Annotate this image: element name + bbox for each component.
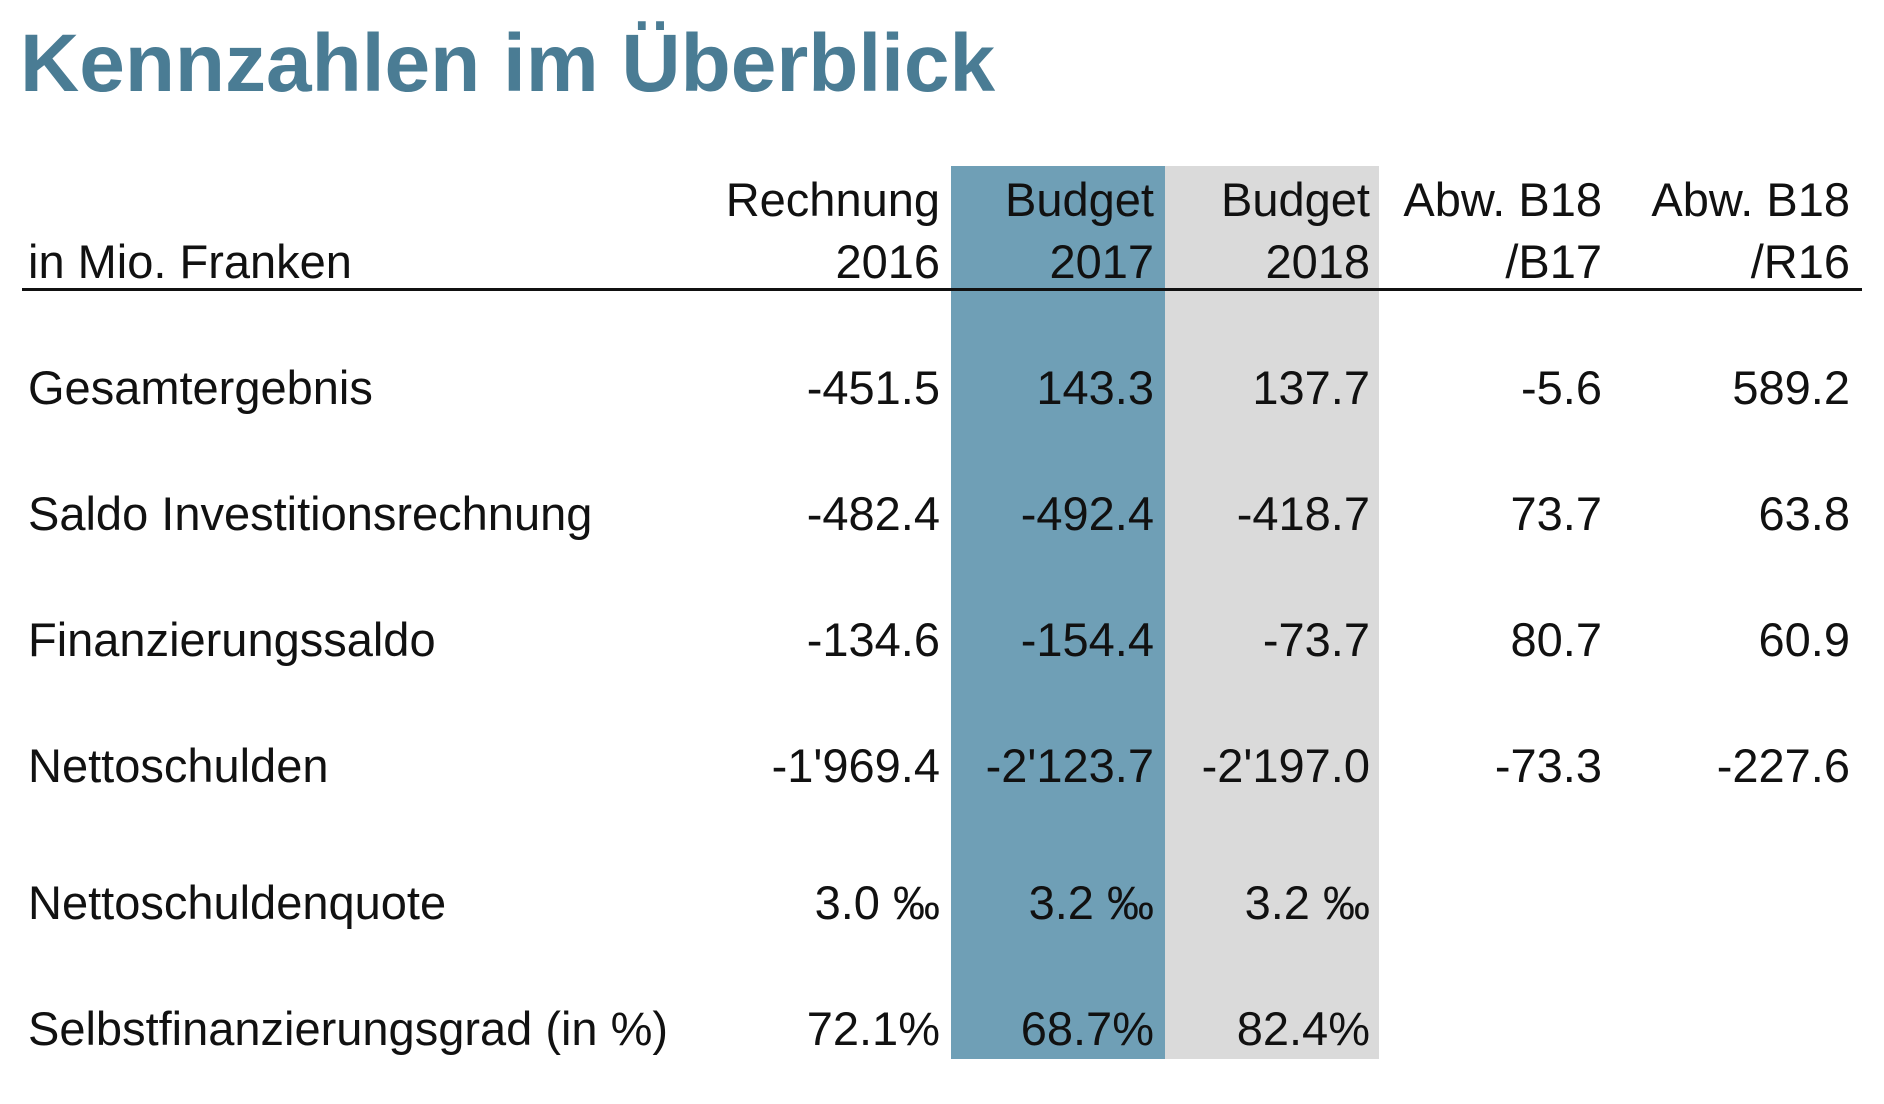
cell-budget-2018: -73.7: [1262, 613, 1370, 666]
budget-2018-column-highlight: [1165, 166, 1379, 1059]
table-row: Saldo Investitionsrechnung -482.4 -492.4…: [0, 484, 1884, 544]
col-header-rechnung-2016-line2: 2016: [835, 235, 940, 288]
cell-abw-b18-b17: -73.3: [1494, 739, 1602, 792]
header-divider: [22, 288, 1862, 291]
col-header-abw-b18-b17-line1: Abw. B18: [1403, 173, 1602, 226]
cell-rechnung-2016: -451.5: [806, 361, 940, 414]
cell-budget-2018: -418.7: [1236, 487, 1370, 540]
table-row: Selbstfinanzierungsgrad (in %) 72.1% 68.…: [0, 999, 1884, 1059]
cell-rechnung-2016: 3.0 ‰: [814, 876, 940, 929]
table-row: Nettoschuldenquote 3.0 ‰ 3.2 ‰ 3.2 ‰: [0, 873, 1884, 933]
col-header-rechnung-2016-line1: Rechnung: [725, 173, 940, 226]
row-label: Finanzierungssaldo: [28, 613, 436, 666]
cell-budget-2017: -2'123.7: [985, 739, 1154, 792]
col-header-abw-b18-b17-line2: /B17: [1505, 235, 1602, 288]
row-label: Selbstfinanzierungsgrad (in %): [28, 1002, 669, 1055]
row-label: Saldo Investitionsrechnung: [28, 487, 593, 540]
cell-budget-2018: 3.2 ‰: [1244, 876, 1370, 929]
cell-abw-b18-r16: -227.6: [1716, 739, 1850, 792]
cell-budget-2018: 137.7: [1252, 361, 1370, 414]
row-label: Nettoschulden: [28, 739, 329, 792]
row-label: Nettoschuldenquote: [28, 876, 447, 929]
cell-abw-b18-r16: 60.9: [1758, 613, 1850, 666]
cell-rechnung-2016: -134.6: [806, 613, 940, 666]
table-row: Finanzierungssaldo -134.6 -154.4 -73.7 8…: [0, 610, 1884, 670]
cell-budget-2017: 68.7%: [1020, 1002, 1154, 1055]
cell-budget-2018: 82.4%: [1236, 1002, 1370, 1055]
cell-budget-2018: -2'197.0: [1201, 739, 1370, 792]
cell-rechnung-2016: -482.4: [806, 487, 940, 540]
col-header-budget-2018-line1: Budget: [1221, 173, 1370, 226]
cell-rechnung-2016: 72.1%: [806, 1002, 940, 1055]
cell-abw-b18-r16: 589.2: [1732, 361, 1850, 414]
col-header-budget-2017-line1: Budget: [1005, 173, 1154, 226]
col-header-abw-b18-r16-line2: /R16: [1750, 235, 1850, 288]
col-header-abw-b18-r16-line1: Abw. B18: [1651, 173, 1850, 226]
cell-budget-2017: 3.2 ‰: [1028, 876, 1154, 929]
cell-abw-b18-b17: -5.6: [1521, 361, 1602, 414]
unit-label: in Mio. Franken: [28, 235, 352, 288]
table-row: Gesamtergebnis -451.5 143.3 137.7 -5.6 5…: [0, 358, 1884, 418]
cell-rechnung-2016: -1'969.4: [771, 739, 940, 792]
cell-abw-b18-b17: 73.7: [1510, 487, 1602, 540]
cell-abw-b18-b17: 80.7: [1510, 613, 1602, 666]
cell-budget-2017: -154.4: [1020, 613, 1154, 666]
col-header-budget-2018-line2: 2018: [1265, 235, 1370, 288]
row-label: Gesamtergebnis: [28, 361, 373, 414]
cell-budget-2017: 143.3: [1036, 361, 1154, 414]
col-header-budget-2017-line2: 2017: [1049, 235, 1154, 288]
table-row: Nettoschulden -1'969.4 -2'123.7 -2'197.0…: [0, 736, 1884, 796]
budget-2017-column-highlight: [951, 166, 1165, 1059]
page-title: Kennzahlen im Überblick: [20, 18, 996, 109]
cell-abw-b18-r16: 63.8: [1758, 487, 1850, 540]
cell-budget-2017: -492.4: [1020, 487, 1154, 540]
